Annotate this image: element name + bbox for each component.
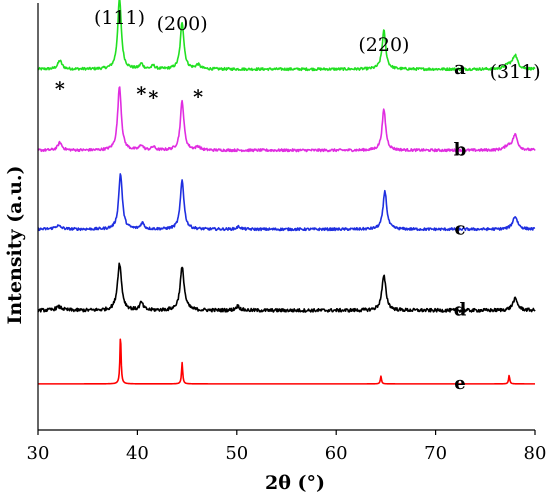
x-tick-label: 50 [225, 443, 248, 464]
series-line-d [37, 262, 536, 313]
plot-area [37, 0, 536, 385]
peak-label: (220) [358, 34, 409, 56]
x-tick-label: 70 [424, 443, 447, 464]
impurity-star-mark: * [148, 87, 158, 109]
series-line-b [37, 86, 536, 153]
peak-label: (111) [94, 7, 145, 29]
x-tick-label: 40 [126, 443, 149, 464]
x-axis-label: 2θ (°) [265, 472, 325, 494]
x-tick-label: 80 [524, 443, 547, 464]
series-line-a [37, 0, 536, 72]
impurity-star-mark: * [136, 83, 146, 105]
series-label-d: d [454, 299, 467, 320]
y-axis-label: Intensity (a.u.) [4, 165, 26, 324]
series-line-c [37, 173, 536, 232]
impurity-star-mark: * [193, 86, 203, 108]
x-tick-label: 60 [325, 443, 348, 464]
series-label-a: a [454, 58, 466, 79]
x-tick-label: 30 [27, 443, 50, 464]
peak-label: (311) [490, 61, 541, 83]
impurity-star-mark: * [55, 78, 65, 100]
series-line-e [37, 338, 536, 385]
series-label-e: e [454, 373, 465, 394]
series-label-c: c [455, 218, 466, 239]
axes: 30 40 50 60 70 80 [27, 3, 547, 464]
peak-label: (200) [157, 13, 208, 35]
series-label-b: b [454, 139, 467, 160]
